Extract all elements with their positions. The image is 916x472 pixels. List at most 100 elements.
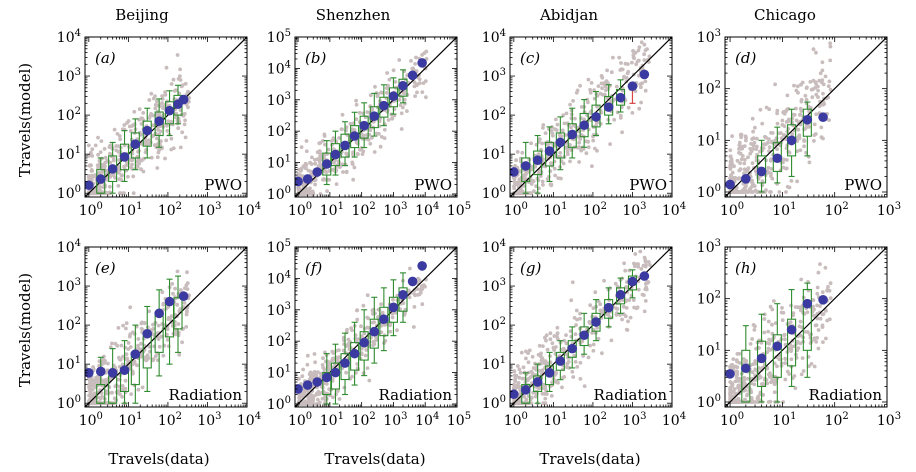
scatter-point <box>802 138 806 143</box>
mean-marker <box>379 100 389 111</box>
scatter-point <box>337 348 341 353</box>
scatter-point <box>633 252 638 256</box>
scatter-point <box>370 135 374 140</box>
scatter-point <box>145 325 150 330</box>
scatter-point <box>795 179 799 184</box>
scatter-point <box>643 299 648 303</box>
scatter-point <box>165 128 170 133</box>
mean-marker <box>95 366 106 377</box>
scatter-point <box>161 302 166 307</box>
panel-letter: (c) <box>520 49 540 67</box>
tick-base: 10 <box>482 279 500 295</box>
panel-letter: (g) <box>520 259 541 277</box>
scatter-point <box>623 61 628 66</box>
scatter-point <box>518 370 523 375</box>
y-tick-label: 105 <box>267 28 291 46</box>
mean-marker <box>639 271 650 281</box>
scatter-point <box>828 281 833 286</box>
box-iqr <box>96 384 106 404</box>
mean-marker <box>532 155 543 166</box>
scatter-point <box>131 191 136 196</box>
scatter-point <box>820 60 825 65</box>
scatter-point <box>149 91 154 96</box>
scatter-point <box>826 285 830 289</box>
scatter-point <box>388 323 392 328</box>
panel-e: 100 101 102 103 104100101102103104(e)Radiati… <box>57 238 261 429</box>
mean-marker <box>567 129 578 140</box>
scatter-point <box>591 348 596 353</box>
scatter-point <box>156 323 161 328</box>
box-whisker <box>359 309 369 377</box>
scatter-point <box>767 145 772 150</box>
scatter-point <box>798 112 803 117</box>
scatter-point <box>355 317 360 322</box>
scatter-point <box>515 150 520 154</box>
tick-base: 10 <box>197 203 215 219</box>
scatter-point <box>321 365 326 370</box>
x-tick-label: 100 <box>720 201 744 219</box>
tick-exponent: 0 <box>97 411 103 422</box>
mean-marker <box>417 58 427 68</box>
x-tick-label: 103 <box>877 201 901 219</box>
scatter-point <box>636 287 641 292</box>
tick-base: 10 <box>583 413 601 429</box>
scatter-point <box>365 325 370 330</box>
scatter-point <box>549 394 554 398</box>
scatter-point <box>298 173 303 178</box>
tick-exponent: 0 <box>500 394 506 405</box>
scatter-point <box>163 93 168 97</box>
scatter-point <box>739 157 744 162</box>
scatter-point <box>627 298 632 302</box>
scatter-point <box>568 102 572 107</box>
scatter-point <box>182 122 187 127</box>
scatter-point <box>131 174 136 179</box>
scatter-point <box>630 111 635 115</box>
scatter-point <box>522 173 527 178</box>
tick-base: 10 <box>415 203 433 219</box>
tick-base: 10 <box>288 413 306 429</box>
scatter-point <box>96 170 101 175</box>
scatter-point <box>158 129 163 134</box>
scatter-point <box>644 287 649 292</box>
scatter-point <box>751 129 755 134</box>
scatter-point <box>151 96 156 101</box>
mean-marker <box>603 102 614 112</box>
x-axis-label-abidjan: Travels(data) <box>539 450 640 468</box>
scatter-point <box>331 351 336 355</box>
scatter-point <box>367 378 372 383</box>
mean-marker <box>818 112 828 123</box>
scatter-point <box>516 191 521 196</box>
scatter-point <box>176 126 181 131</box>
scatter-point <box>162 104 166 109</box>
y-tick-label: 102 <box>267 122 291 140</box>
scatter-point <box>351 177 356 182</box>
scatter-point <box>569 298 574 303</box>
scatter-point <box>313 161 318 166</box>
scatter-point <box>582 117 586 122</box>
tick-exponent: 5 <box>285 238 291 249</box>
scatter-point <box>555 122 560 127</box>
scatter-point <box>310 155 314 160</box>
scatter-point <box>821 102 825 107</box>
scatter-point <box>560 128 565 133</box>
scatter-point <box>556 176 561 181</box>
tick-exponent: 1 <box>500 145 506 156</box>
box-iqr <box>322 372 332 396</box>
tick-exponent: 4 <box>433 411 439 422</box>
scatter-point <box>124 326 128 331</box>
tick-base: 10 <box>877 203 895 219</box>
mean-marker <box>388 302 399 313</box>
scatter-point <box>386 118 391 122</box>
y-tick-label: 103 <box>267 91 291 109</box>
scatter-point <box>611 55 615 60</box>
tick-exponent: 3 <box>285 301 291 312</box>
mean-marker <box>756 166 767 177</box>
scatter-point <box>135 164 140 169</box>
scatter-point <box>100 394 105 399</box>
y-tick-label: 100 <box>482 184 506 202</box>
scatter-point <box>327 387 331 391</box>
y-tick-label: 102 <box>267 332 291 350</box>
y-axis-label-bottom: Travels(model) <box>16 273 34 387</box>
scatter-point <box>545 347 550 352</box>
panel-plot-area <box>295 37 457 197</box>
